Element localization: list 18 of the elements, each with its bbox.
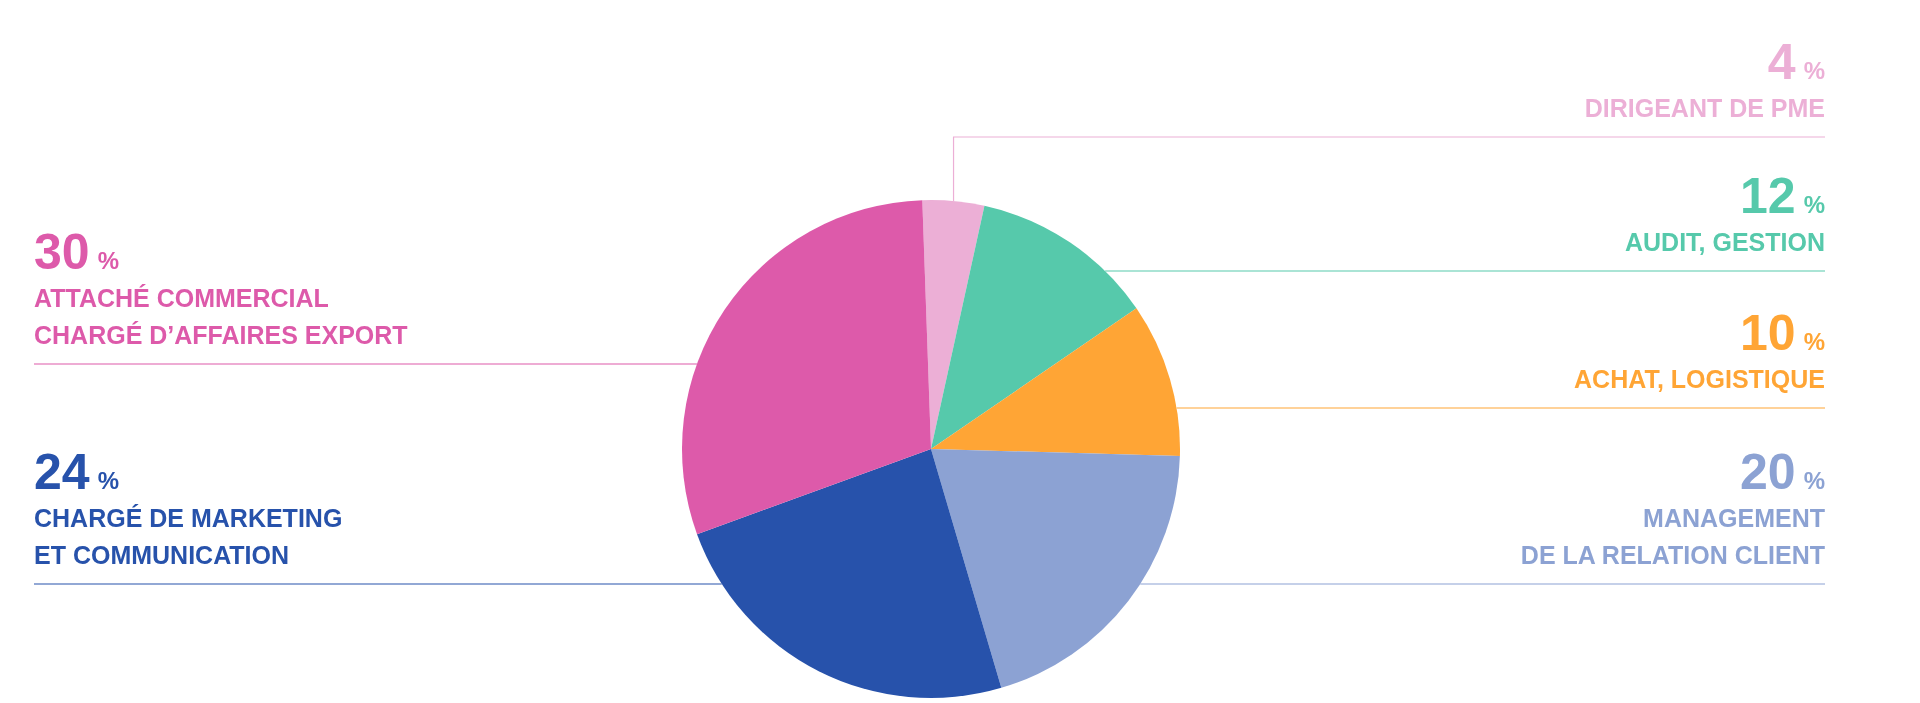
data-label: 20 %	[1740, 444, 1825, 500]
pie-slice	[931, 205, 1137, 449]
pie-slice	[931, 308, 1180, 456]
data-label: 10 %	[1740, 305, 1825, 361]
pie-slice	[931, 449, 1180, 688]
slice-label: DIRIGEANT DE PME	[1584, 94, 1825, 122]
pie-slice	[682, 200, 931, 535]
data-label: 24 %	[34, 444, 119, 500]
slice-label: MANAGEMENT DE LA RELATION CLIENT	[1520, 504, 1825, 569]
data-label: 12 %	[1740, 168, 1825, 224]
slice-label: ATTACHÉ COMMERCIAL CHARGÉ D’AFFAIRES EXPORT	[34, 284, 408, 349]
pie-slice	[697, 449, 1002, 698]
data-label: 30 %	[34, 224, 119, 280]
slice-label: CHARGÉ DE MARKETING ET COMMUNICATION	[34, 504, 343, 569]
slice-label: ACHAT, LOGISTIQUE	[1574, 365, 1825, 393]
slice-label: AUDIT, GESTION	[1624, 228, 1825, 256]
pie-slice	[922, 200, 985, 449]
data-label: 4 %	[1767, 34, 1825, 90]
